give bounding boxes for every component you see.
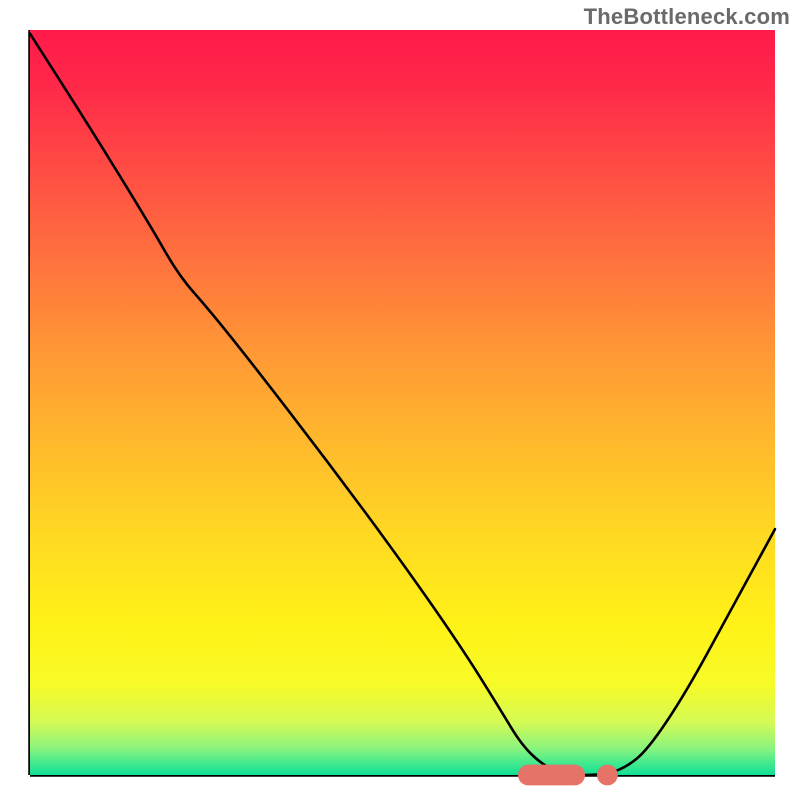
bottleneck-chart	[0, 0, 800, 800]
marker-dot	[597, 765, 618, 786]
gradient-fill	[30, 30, 775, 775]
marker-pill	[518, 765, 585, 786]
chart-container: TheBottleneck.com	[0, 0, 800, 800]
marker-group	[518, 765, 618, 786]
